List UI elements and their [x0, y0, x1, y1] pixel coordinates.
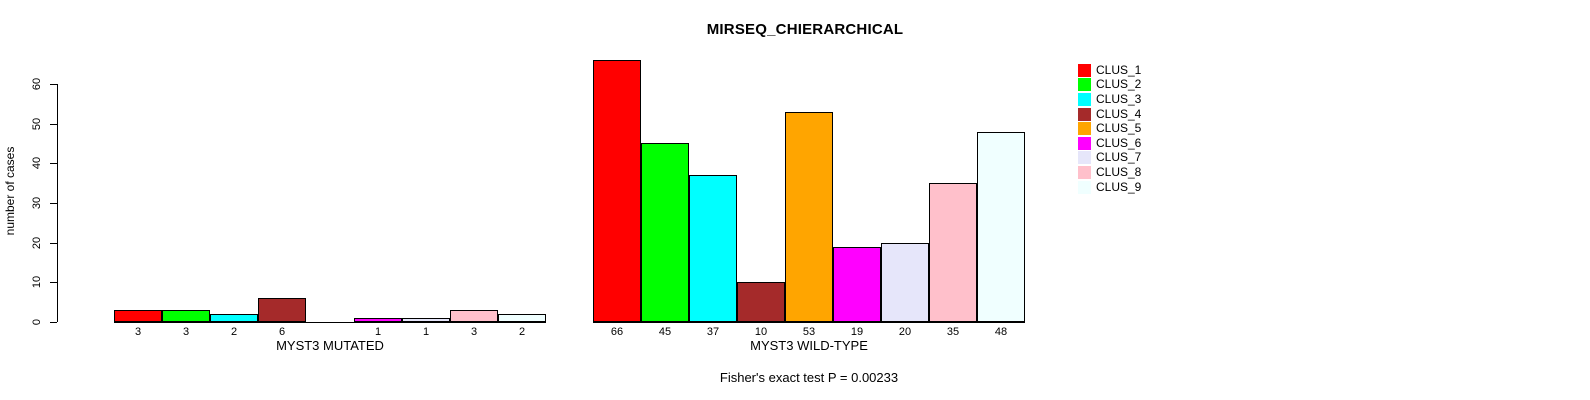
legend-label: CLUS_2 [1096, 77, 1142, 92]
bar [929, 183, 977, 322]
bar-value-label: 2 [518, 326, 526, 338]
bar-value-label: 20 [898, 326, 912, 338]
y-tick-mark [50, 322, 57, 323]
legend-item: CLUS_6 [1078, 136, 1141, 151]
bar [402, 318, 450, 322]
legend-label: CLUS_6 [1096, 135, 1142, 150]
y-tick-mark [50, 84, 57, 85]
legend-item: CLUS_3 [1078, 92, 1141, 107]
legend-item: CLUS_9 [1078, 180, 1141, 195]
bar-value-label: 10 [754, 326, 768, 338]
y-tick-label: 20 [31, 236, 43, 250]
x-group-label-wildtype: MYST3 WILD-TYPE [750, 338, 868, 353]
bar-value-label: 45 [658, 326, 672, 338]
y-tick-label: 60 [31, 77, 43, 91]
y-tick-mark [50, 163, 57, 164]
bar [450, 310, 498, 322]
bar-value-label: 19 [850, 326, 864, 338]
bar [354, 318, 402, 322]
bar [593, 60, 641, 322]
bar [641, 143, 689, 322]
legend-swatch [1078, 136, 1091, 150]
legend-swatch [1078, 107, 1091, 121]
legend-label: CLUS_9 [1096, 179, 1142, 194]
legend-label: CLUS_8 [1096, 164, 1142, 179]
y-tick-label: 0 [31, 318, 43, 326]
bar [977, 132, 1025, 322]
bar [162, 310, 210, 322]
legend-item: CLUS_8 [1078, 165, 1141, 180]
legend-item: CLUS_7 [1078, 151, 1141, 166]
y-tick-label: 40 [31, 156, 43, 170]
group-baseline [593, 322, 1025, 323]
legend-swatch [1078, 63, 1091, 77]
bar [258, 298, 306, 322]
legend-label: CLUS_4 [1096, 106, 1142, 121]
legend-swatch [1078, 92, 1091, 106]
bar-value-label: 1 [422, 326, 430, 338]
bar [689, 175, 737, 322]
y-tick-mark [50, 124, 57, 125]
legend-swatch [1078, 122, 1091, 136]
bar-value-label: 48 [994, 326, 1008, 338]
legend-label: CLUS_7 [1096, 150, 1142, 165]
fisher-test-annotation: Fisher's exact test P = 0.00233 [719, 370, 899, 385]
y-axis-line [57, 84, 58, 322]
bar [833, 247, 881, 322]
y-axis-label: number of cases [3, 146, 17, 236]
bar [737, 282, 785, 322]
bar-value-label: 35 [946, 326, 960, 338]
y-tick-mark [50, 203, 57, 204]
legend-label: CLUS_5 [1096, 121, 1142, 136]
legend-item: CLUS_5 [1078, 121, 1141, 136]
legend-label: CLUS_1 [1096, 62, 1142, 77]
bar-value-label: 66 [610, 326, 624, 338]
bar-value-label: 3 [182, 326, 190, 338]
bar-value-label: 2 [230, 326, 238, 338]
legend-item: CLUS_2 [1078, 78, 1141, 93]
y-tick-label: 30 [31, 196, 43, 210]
bar [210, 314, 258, 322]
y-tick-label: 10 [31, 275, 43, 289]
y-tick-mark [50, 243, 57, 244]
legend-swatch [1078, 151, 1091, 165]
legend-item: CLUS_4 [1078, 107, 1141, 122]
legend-swatch [1078, 180, 1091, 194]
y-tick-mark [50, 282, 57, 283]
legend-swatch [1078, 165, 1091, 179]
bar-value-label: 3 [470, 326, 478, 338]
x-group-label-mutated: MYST3 MUTATED [276, 338, 384, 353]
chart-title: MIRSEQ_CHIERARCHICAL [706, 21, 904, 38]
legend-label: CLUS_3 [1096, 91, 1142, 106]
legend-swatch [1078, 78, 1091, 92]
bar [114, 310, 162, 322]
legend-item: CLUS_1 [1078, 63, 1141, 78]
bar-value-label: 37 [706, 326, 720, 338]
bar [498, 314, 546, 322]
y-tick-label: 50 [31, 117, 43, 131]
legend: CLUS_1 CLUS_2 CLUS_3 CLUS_4 CLUS_5 CLUS_6 CLUS… [1078, 63, 1141, 194]
bar-value-label: 6 [278, 326, 286, 338]
bar [785, 112, 833, 322]
group-baseline [114, 322, 546, 323]
bar-value-label: 53 [802, 326, 816, 338]
bar-value-label: 3 [134, 326, 142, 338]
bar-value-label: 1 [374, 326, 382, 338]
bar [881, 243, 929, 322]
